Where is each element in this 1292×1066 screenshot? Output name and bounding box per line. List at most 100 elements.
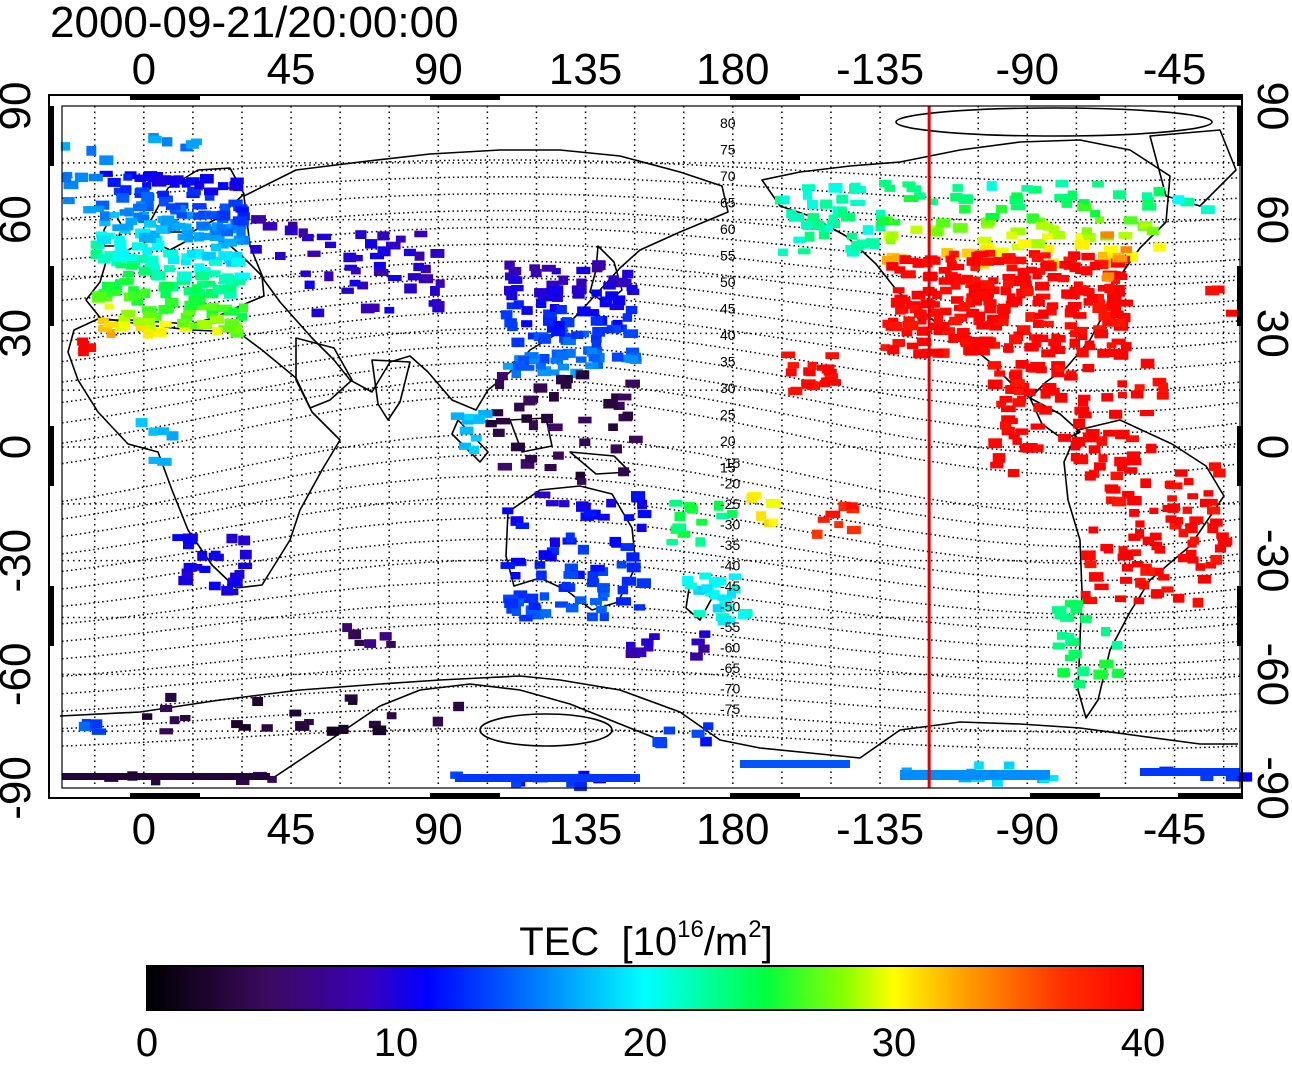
tec-cell [521,306,533,315]
tec-cell [300,270,311,277]
tec-cell [231,257,246,267]
tec-cell [916,337,930,346]
colorbar-tick-label: 0 [135,1021,159,1065]
tec-cell [199,565,211,573]
tec-cell [515,522,530,530]
lat-tick-label-left: -90 [0,756,40,820]
tec-cell [91,291,107,301]
tec-cell [231,720,243,729]
tec-cell [1167,503,1180,512]
tec-cell [1057,668,1070,678]
tec-cell [1084,560,1097,569]
tec-cell [430,286,440,296]
tec-cell [141,192,153,202]
tec-cell [1114,456,1127,467]
tec-cell [987,361,1002,370]
tec-cell [506,290,518,301]
tec-cell [633,604,646,611]
tec-cell [348,629,362,640]
tec-cell [571,331,584,339]
tec-cell [151,235,163,243]
magnetic-contour [61,310,1241,371]
tec-cell [1172,593,1185,603]
mlat-label: 20 [720,433,736,449]
magnetic-contour [61,361,1241,434]
tec-cell [846,525,861,535]
tec-cell [913,349,929,359]
colorbar-tick-label: 10 [373,1021,419,1065]
tec-cell [1004,343,1014,353]
tec-cell [1162,504,1173,513]
tec-cell [887,345,900,355]
tec-cell [985,213,1000,220]
tec-cell [626,562,641,573]
tec-cell [192,284,202,294]
tec-cell [995,205,1008,214]
tec-cell [184,300,198,311]
tec-cell [1032,300,1045,307]
tec-cell [183,307,196,316]
tec-cell [766,498,781,509]
tec-cell [691,729,705,738]
tec-cell [949,316,962,326]
tec-cell [1015,256,1027,265]
tec-cell [1113,318,1127,327]
tec-cell [894,266,906,274]
mlat-label: -60 [720,640,740,656]
tec-cell [1002,274,1016,281]
magnetic-contour [61,538,1241,599]
tick-bar [730,95,800,100]
tec-cell [373,268,389,277]
tec-cell [1075,285,1087,296]
tec-cell [971,251,984,260]
tec-cell [1104,283,1115,294]
tec-cell [899,255,911,265]
mlat-label: 80 [720,115,736,131]
tec-cell [204,280,216,287]
tec-cell [819,380,830,388]
tec-cell [1025,312,1035,322]
tec-cell [600,296,612,306]
tec-cell [1134,384,1145,391]
tec-cell [881,255,895,265]
tec-cell [344,694,358,702]
tec-cell [592,347,603,356]
colorbar-unit: [1016/m2] [621,916,773,964]
tec-cell [510,572,521,580]
tec-cell [939,307,952,316]
tec-cell [588,354,600,362]
tec-cell [1073,679,1086,689]
tec-cell [948,333,958,344]
tec-cell [911,290,926,300]
tec-cell [625,379,640,388]
tec-cell [556,374,566,385]
tec-cell [1111,496,1127,507]
mlat-label: 50 [720,274,736,290]
tec-cell [617,585,629,595]
tec-cell [623,329,639,339]
tec-cell [938,348,950,358]
tec-cell [1048,338,1061,347]
tec-cell [430,249,445,258]
tec-cell [1208,462,1222,471]
tec-cell [1153,187,1165,197]
tec-cell [470,435,482,442]
tec-cell [1121,564,1133,572]
tec-cell [1151,541,1163,551]
tec-cell [959,204,971,214]
tec-cell [179,323,193,332]
tec-cell [379,632,392,641]
tec-cell [1089,261,1101,271]
tec-cell [716,512,730,520]
tec-cell [901,327,913,337]
tec-cell [575,370,590,380]
tec-cell [1026,266,1038,274]
tec-cell [125,217,137,226]
tec-cell [1080,266,1093,276]
tec-cell [511,606,522,616]
bottom-longitude-labels: 0 45 90 135 180 -135 -90 -45 [132,805,1207,854]
tec-cell [1040,320,1054,328]
tec-cell [1061,199,1073,208]
magnetic-pole-north-contour [895,107,1213,137]
tec-cell [1010,227,1026,236]
